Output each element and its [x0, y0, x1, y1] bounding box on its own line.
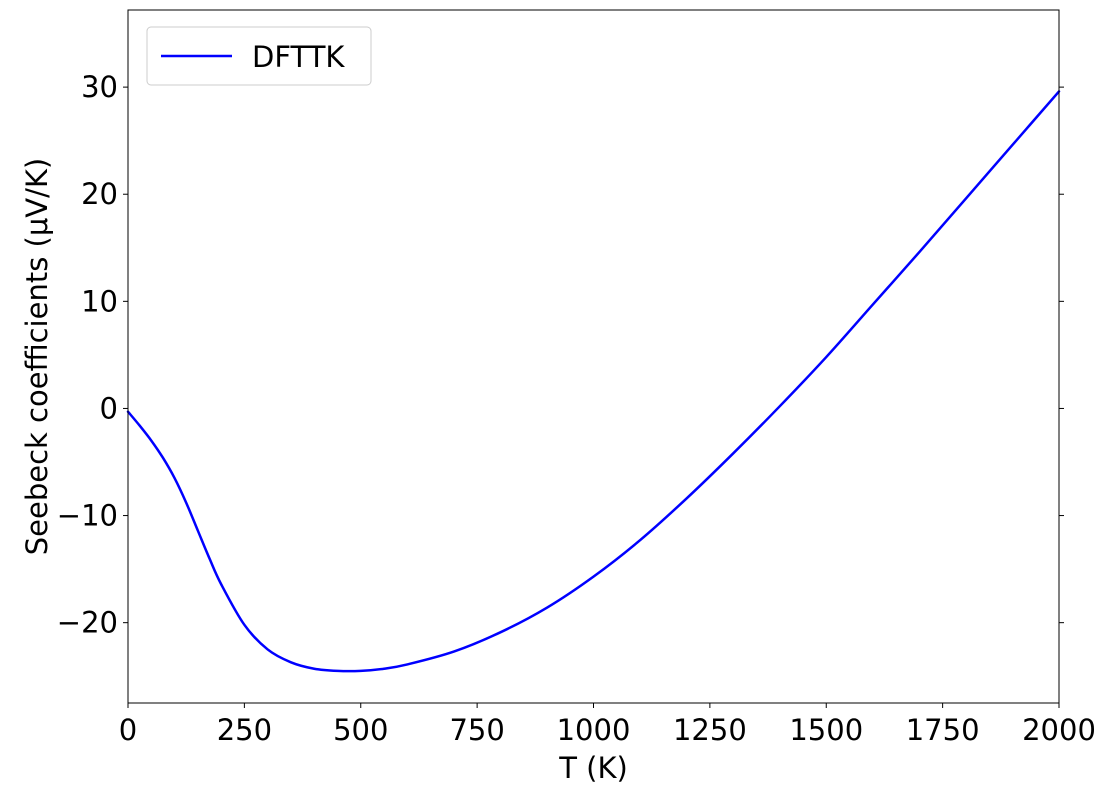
- x-tick-label: 1000: [557, 713, 631, 747]
- series-line-dfttk: [126, 90, 1061, 673]
- y-tick-label: 0: [100, 391, 118, 425]
- x-axis: 0 250 500 750 1000 1250 1500 1750 2000: [119, 703, 1096, 747]
- x-tick-label: 1250: [673, 713, 747, 747]
- y-tick-label: 30: [81, 70, 118, 104]
- x-tick-label: 750: [449, 713, 504, 747]
- x-axis-label: T (K): [558, 751, 628, 785]
- plot-frame: [127, 9, 1060, 704]
- x-tick-label: 0: [119, 713, 137, 747]
- x-tick-label: 1500: [789, 713, 863, 747]
- plot-area: [126, 90, 1061, 673]
- y-tick-label: 20: [81, 177, 118, 211]
- y-tick-label: 10: [81, 284, 118, 318]
- x-tick-label: 500: [333, 713, 388, 747]
- y-tick-label: −20: [57, 606, 118, 640]
- x-tick-label: 2000: [1022, 713, 1096, 747]
- y-axis-label: Seebeck coefficients (μV/K): [20, 158, 54, 556]
- legend-label: DFTTK: [252, 40, 345, 74]
- legend-box: [146, 26, 372, 86]
- x-tick-label: 250: [217, 713, 272, 747]
- y-tick-label: −10: [57, 499, 118, 533]
- y-axis: −20 −10 0 10 20 30: [57, 70, 1064, 640]
- legend: DFTTK: [146, 26, 372, 86]
- x-tick-label: 1750: [906, 713, 980, 747]
